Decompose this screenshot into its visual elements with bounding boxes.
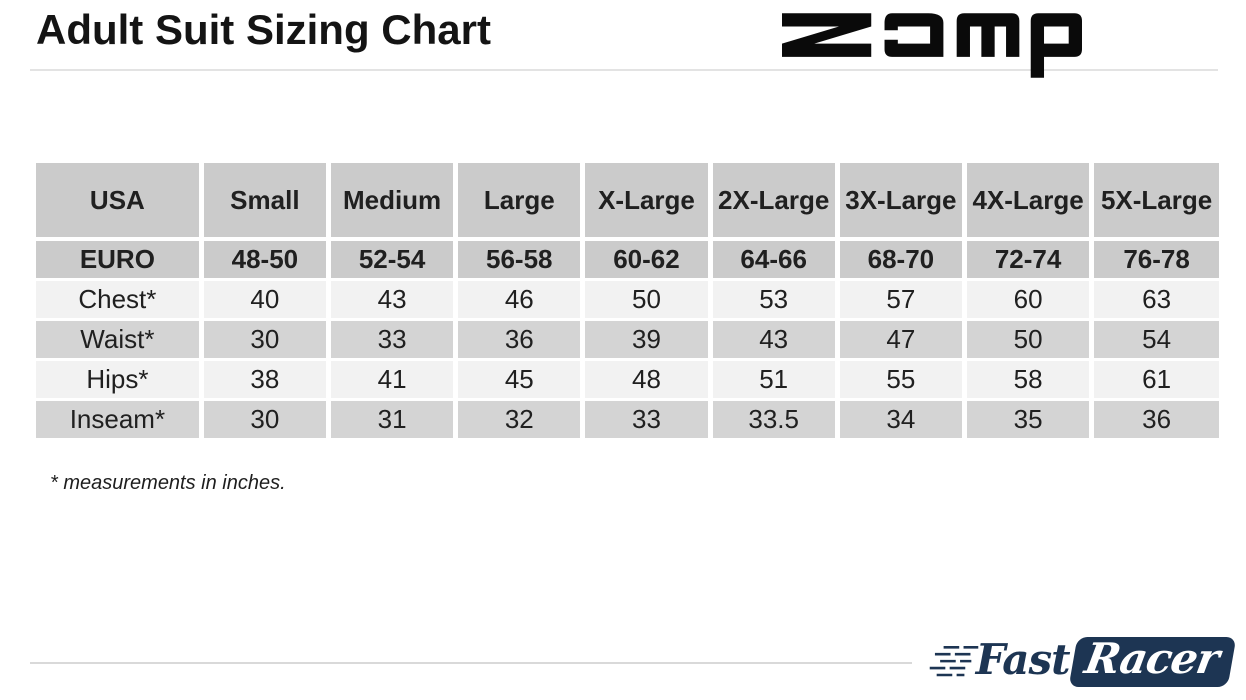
size-cell: 34 (837, 399, 967, 438)
fastracer-racer-box: Racer (1069, 634, 1237, 687)
size-cell: 50 (582, 279, 713, 321)
size-cell: 61 (1091, 359, 1219, 401)
table-body: EURO 48-50 52-54 56-58 60-62 64-66 68-70 72-74 7… (36, 239, 1219, 438)
size-cell: 38 (201, 359, 331, 401)
size-cell: 30 (201, 319, 331, 361)
size-cell: 72-74 (964, 239, 1095, 281)
table-row: EURO 48-50 52-54 56-58 60-62 64-66 68-70 72-74 7… (36, 239, 1219, 281)
row-label: Chest* (36, 279, 204, 321)
speed-lines-icon (929, 645, 978, 677)
table-row: Inseam* 30 31 32 33 33.5 34 35 36 (36, 399, 1219, 438)
size-cell: 36 (1091, 399, 1219, 438)
row-label: Inseam* (36, 399, 204, 438)
sizing-table-wrapper: USA Small Medium Large X-Large 2X-Large 3X-Lar… (36, 163, 1219, 438)
size-cell: 33 (328, 319, 459, 361)
size-cell: 43 (328, 279, 459, 321)
size-cell: 64-66 (710, 239, 840, 281)
row-label: EURO (36, 239, 204, 281)
size-cell: 33 (582, 399, 713, 438)
table-head: USA Small Medium Large X-Large 2X-Large 3X-Lar… (36, 163, 1219, 241)
fastracer-racer-text: Racer (1081, 634, 1223, 683)
table-row: Waist* 30 33 36 39 43 47 50 54 (36, 319, 1219, 361)
footer-divider (30, 662, 912, 664)
size-cell: 47 (837, 319, 967, 361)
column-header: 3X-Large (837, 163, 967, 241)
column-header: 4X-Large (964, 163, 1095, 241)
size-cell: 56-58 (455, 239, 586, 281)
column-header: X-Large (582, 163, 713, 241)
size-cell: 51 (710, 359, 840, 401)
size-cell: 35 (964, 399, 1095, 438)
row-label: Waist* (36, 319, 204, 361)
column-header: Medium (328, 163, 459, 241)
size-cell: 68-70 (837, 239, 967, 281)
size-cell: 32 (455, 399, 586, 438)
size-cell: 57 (837, 279, 967, 321)
zamp-wordmark-icon: zamp (782, 13, 1082, 78)
size-cell: 60-62 (582, 239, 713, 281)
size-cell: 39 (582, 319, 713, 361)
size-cell: 54 (1091, 319, 1219, 361)
size-cell: 36 (455, 319, 586, 361)
size-cell: 43 (710, 319, 840, 361)
size-cell: 52-54 (328, 239, 459, 281)
fastracer-logo: Fast Racer (928, 630, 1237, 694)
size-cell: 60 (964, 279, 1095, 321)
page-title: Adult Suit Sizing Chart (36, 6, 491, 53)
size-cell: 40 (201, 279, 331, 321)
size-cell: 48 (582, 359, 713, 401)
size-cell: 53 (710, 279, 840, 321)
header-row: USA Small Medium Large X-Large 2X-Large 3X-Lar… (36, 163, 1219, 241)
sizing-table: USA Small Medium Large X-Large 2X-Large 3X-Lar… (36, 163, 1219, 438)
size-cell: 55 (837, 359, 967, 401)
size-cell: 48-50 (201, 239, 331, 281)
size-cell: 41 (328, 359, 459, 401)
column-header: 5X-Large (1091, 163, 1219, 241)
size-cell: 50 (964, 319, 1095, 361)
size-cell: 58 (964, 359, 1095, 401)
size-cell: 30 (201, 399, 331, 438)
table-row: Chest* 40 43 46 50 53 57 60 63 (36, 279, 1219, 321)
footnote: * measurements in inches. (50, 472, 286, 494)
size-cell: 76-78 (1091, 239, 1219, 281)
size-cell: 45 (455, 359, 586, 401)
size-cell: 31 (328, 399, 459, 438)
fastracer-fast-text: Fast (975, 635, 1071, 684)
size-cell: 63 (1091, 279, 1219, 321)
column-header: 2X-Large (710, 163, 840, 241)
title-divider (30, 69, 1218, 71)
size-cell: 33.5 (710, 399, 840, 438)
row-label: Hips* (36, 359, 204, 401)
zamp-logo: zamp (782, 13, 1082, 78)
column-header-usa: USA (36, 163, 204, 241)
column-header: Small (201, 163, 331, 241)
column-header: Large (455, 163, 586, 241)
table-row: Hips* 38 41 45 48 51 55 58 61 (36, 359, 1219, 401)
size-cell: 46 (455, 279, 586, 321)
